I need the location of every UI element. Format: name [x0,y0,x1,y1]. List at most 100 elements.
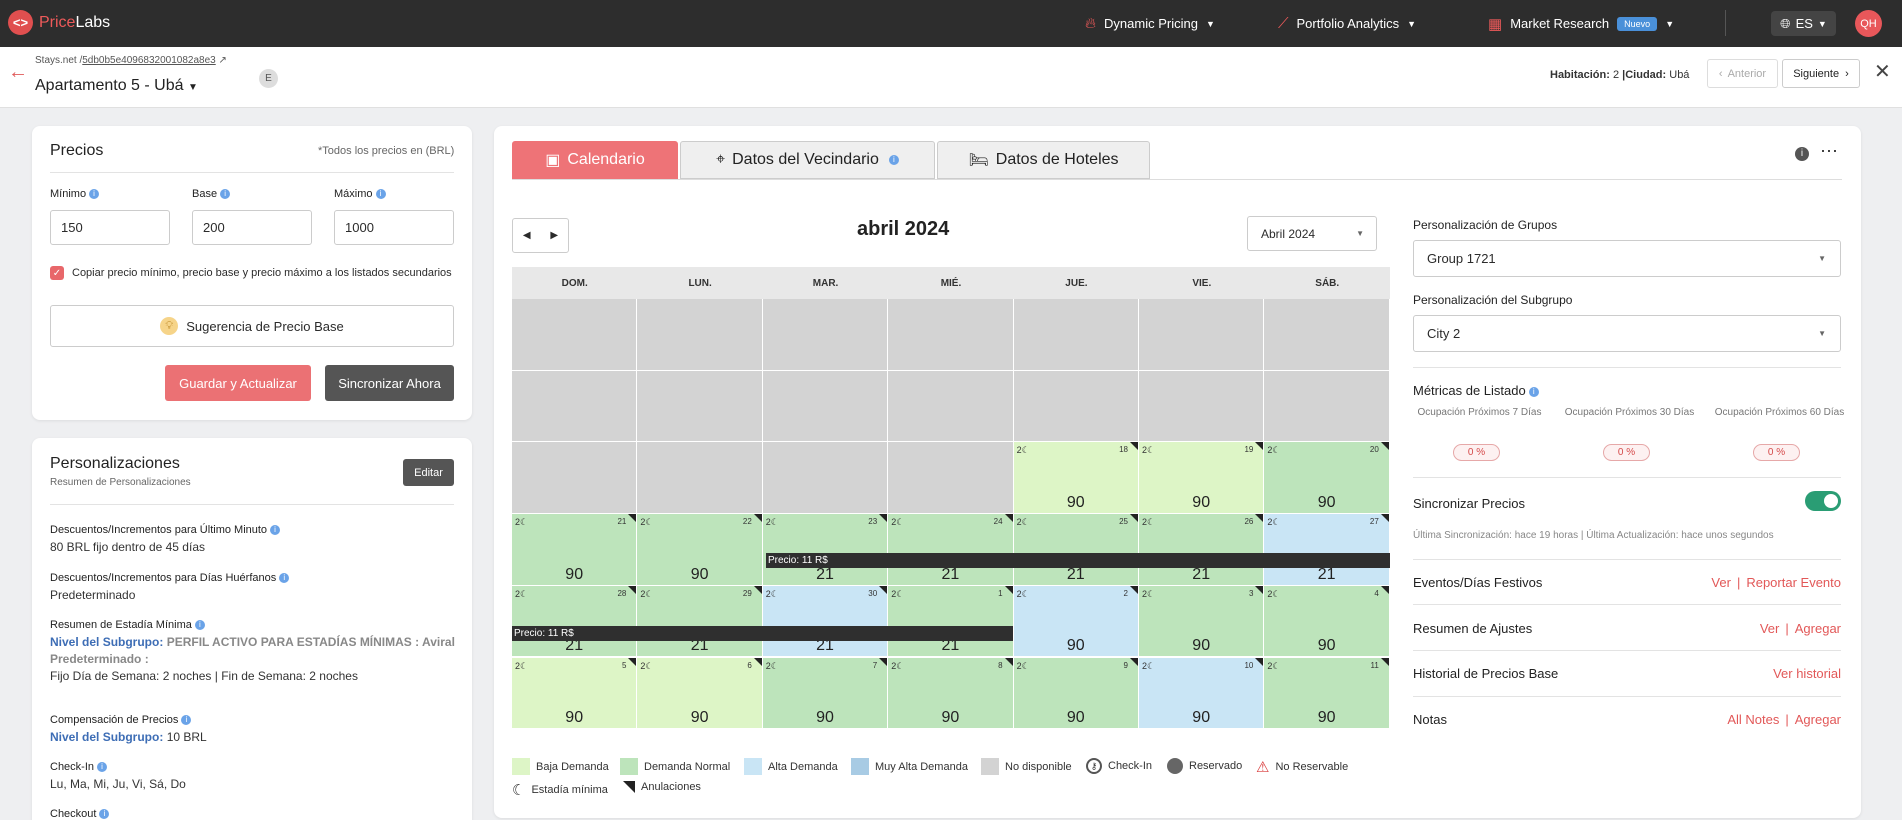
calendar-day-cell[interactable]: 2☾ 19 90 [1139,442,1265,515]
calendar-day-cell[interactable]: 2☾ 3 90 [1139,585,1265,658]
add-note-link[interactable]: Agregar [1794,712,1841,727]
max-price-input[interactable]: 1000 [334,210,454,245]
more-options-icon[interactable]: ⋯ [1820,141,1838,161]
breadcrumb-link[interactable]: 5db0b5e4096832001082a8e3 [82,55,216,66]
calendar-day-cell[interactable] [762,370,889,443]
calendar-day-cell[interactable]: 2☾ 10 90 [1139,657,1265,730]
edit-chip[interactable]: E [259,69,278,88]
chevron-right-icon[interactable]: ▶ [550,230,559,241]
calendar-day-cell[interactable] [762,442,889,515]
group-select[interactable]: Group 1721 ▼ [1413,240,1841,277]
calendar-day-cell[interactable]: 2☾ 23 21 [762,514,889,586]
calendar-day-cell[interactable]: 2☾ 25 21 [1013,514,1139,586]
calendar-day-cell[interactable] [1139,370,1265,443]
pricelabs-logo[interactable]: <> PriceLabs [8,10,110,35]
calendar-day-cell[interactable] [512,299,638,371]
calendar-day-cell[interactable]: 2☾ 5 90 [512,657,638,730]
info-icon[interactable]: i [1795,147,1809,161]
chevron-left-icon[interactable]: ◀ [522,230,531,241]
month-select[interactable]: Abril 2024 ▼ [1247,216,1377,251]
calendar-day-cell[interactable] [1264,370,1390,443]
price-bar[interactable]: Precio: 11 R$ [766,553,1390,568]
close-icon[interactable]: ✕ [1874,61,1891,83]
nav-dynamic-pricing[interactable]: 🔥︎ Dynamic Pricing ▼ [1085,0,1215,47]
calendar-day-cell[interactable]: 2☾ 6 90 [637,657,763,730]
calendar-day-cell[interactable]: 2☾ 28 21 [512,585,638,658]
calendar-day-cell[interactable] [637,370,763,443]
subgroup-select[interactable]: City 2 ▼ [1413,315,1841,352]
calendar-day-cell[interactable] [888,370,1014,443]
view-events-link[interactable]: Ver [1711,575,1731,590]
base-price-suggestion-button[interactable]: 💡︎ Sugerencia de Precio Base [50,305,454,347]
edit-button[interactable]: Editar [403,459,454,486]
calendar-day-cell[interactable]: 2☾ 9 90 [1013,657,1139,730]
calendar-day-cell[interactable] [512,442,638,515]
calendar-day-cell[interactable] [1264,299,1390,371]
calendar-day-cell[interactable]: 2☾ 18 90 [1013,442,1139,515]
calendar-day-cell[interactable]: 2☾ 21 90 [512,514,638,586]
previous-button[interactable]: ‹ Anterior [1707,59,1778,88]
calendar-day-cell[interactable] [762,299,889,371]
view-settings-link[interactable]: Ver [1759,621,1780,636]
calendar-day-cell[interactable]: 2☾ 7 90 [762,657,889,730]
base-price-input[interactable]: 200 [192,210,312,245]
report-event-link[interactable]: Reportar Evento [1746,575,1841,590]
calendar-day-cell[interactable]: 2☾ 30 21 [762,585,889,658]
info-icon[interactable]: i [375,189,386,200]
calendar-day-cell[interactable]: 2☾ 8 90 [888,657,1014,730]
calendar-day-cell[interactable] [1013,299,1139,371]
min-price-input[interactable]: 150 [50,210,170,245]
calendar-day-cell[interactable]: 2☾ 27 21 [1264,514,1390,586]
view-history-link[interactable]: Ver historial [1773,666,1841,681]
calendar-day-cell[interactable] [1139,299,1265,371]
day-price: 90 [1066,494,1085,512]
calendar-day-cell[interactable]: 2☾ 24 21 [888,514,1014,586]
calendar-day-cell[interactable]: 2☾ 22 90 [637,514,763,586]
info-icon[interactable]: i [279,573,290,584]
info-icon[interactable]: i [220,189,231,200]
sync-prices-toggle[interactable] [1805,491,1841,511]
tab-calendario[interactable]: ▣ Calendario [512,141,678,179]
tab-datos-hoteles[interactable]: 🛏︎ Datos de Hoteles [937,141,1150,179]
listing-title-dropdown[interactable]: Apartamento 5 - Ubá ▼ [35,77,198,95]
history-links: Ver historial [1773,666,1841,681]
calendar-day-cell[interactable] [888,442,1014,515]
calendar-day-cell[interactable] [637,442,763,515]
save-update-button[interactable]: Guardar y Actualizar [165,365,311,401]
user-avatar[interactable]: QH [1855,10,1882,37]
language-selector[interactable]: 🌐︎ ES ▼ [1771,11,1836,36]
tab-datos-vecindario[interactable]: ⌖ Datos del Vecindario i [680,141,935,179]
info-icon[interactable]: i [97,762,108,773]
info-icon[interactable]: i [99,809,110,820]
info-icon[interactable]: i [89,189,100,200]
calendar-day-cell[interactable]: 2☾ 1 21 [888,585,1014,658]
info-icon[interactable]: i [181,715,192,726]
calendar-day-cell[interactable] [1013,370,1139,443]
copy-prices-checkbox[interactable]: ✓ [50,266,64,280]
divider [1413,559,1841,560]
copy-prices-label: Copiar precio mínimo, precio base y prec… [72,267,452,279]
cancellation-corner-icon [1380,514,1389,523]
calendar-day-cell[interactable]: 2☾ 4 90 [1264,585,1390,658]
nav-market-research[interactable]: ▦ Market Research Nuevo ▼ [1488,0,1674,47]
calendar-day-cell[interactable]: 2☾ 20 90 [1264,442,1390,515]
info-icon[interactable]: i [194,620,205,631]
add-settings-link[interactable]: Agregar [1794,621,1841,636]
external-link-icon[interactable]: ↗ [218,55,227,66]
back-arrow-icon[interactable]: ← [8,61,28,83]
info-icon[interactable]: i [888,155,899,165]
calendar-day-cell[interactable]: 2☾ 11 90 [1264,657,1390,730]
sync-now-button[interactable]: Sincronizar Ahora [325,365,454,401]
calendar-day-cell[interactable]: 2☾ 2 90 [1013,585,1139,658]
info-icon[interactable]: i [1528,386,1539,397]
price-bar[interactable]: Precio: 11 R$ [512,626,1013,641]
all-notes-link[interactable]: All Notes [1727,712,1780,727]
next-button[interactable]: Siguiente › [1782,59,1860,88]
calendar-day-cell[interactable]: 2☾ 29 21 [637,585,763,658]
calendar-day-cell[interactable] [637,299,763,371]
nav-portfolio-analytics[interactable]: ⟋ Portfolio Analytics ▼ [1278,0,1416,47]
calendar-day-cell[interactable]: 2☾ 26 21 [1139,514,1265,586]
calendar-day-cell[interactable] [888,299,1014,371]
info-icon[interactable]: i [270,525,281,536]
calendar-day-cell[interactable] [512,370,638,443]
